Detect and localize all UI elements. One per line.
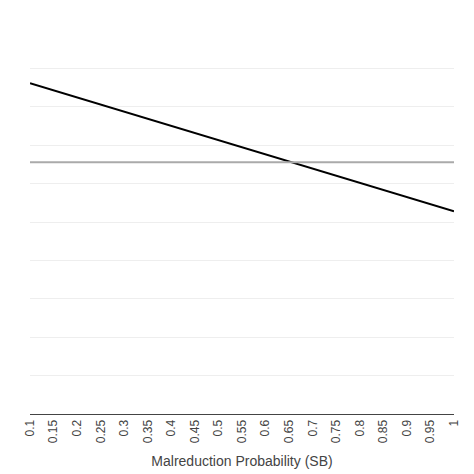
svg-text:0.35: 0.35	[141, 419, 155, 443]
svg-text:0.9: 0.9	[400, 419, 414, 436]
svg-text:0.2: 0.2	[70, 419, 84, 436]
svg-text:0.45: 0.45	[188, 419, 202, 443]
svg-text:0.1: 0.1	[23, 419, 37, 436]
svg-text:0.4: 0.4	[164, 419, 178, 436]
svg-text:0.6: 0.6	[258, 419, 272, 436]
svg-text:0.85: 0.85	[376, 419, 390, 443]
svg-text:1: 1	[447, 419, 461, 426]
svg-text:0.3: 0.3	[117, 419, 131, 436]
svg-text:0.7: 0.7	[306, 419, 320, 436]
svg-text:0.8: 0.8	[353, 419, 367, 436]
svg-text:Malreduction Probability (SB): Malreduction Probability (SB)	[151, 453, 332, 469]
svg-text:0.5: 0.5	[211, 419, 225, 436]
svg-text:0.75: 0.75	[329, 419, 343, 443]
svg-text:0.55: 0.55	[235, 419, 249, 443]
svg-text:0.15: 0.15	[46, 419, 60, 443]
svg-text:0.25: 0.25	[94, 419, 108, 443]
svg-text:0.65: 0.65	[282, 419, 296, 443]
svg-text:0.95: 0.95	[423, 419, 437, 443]
